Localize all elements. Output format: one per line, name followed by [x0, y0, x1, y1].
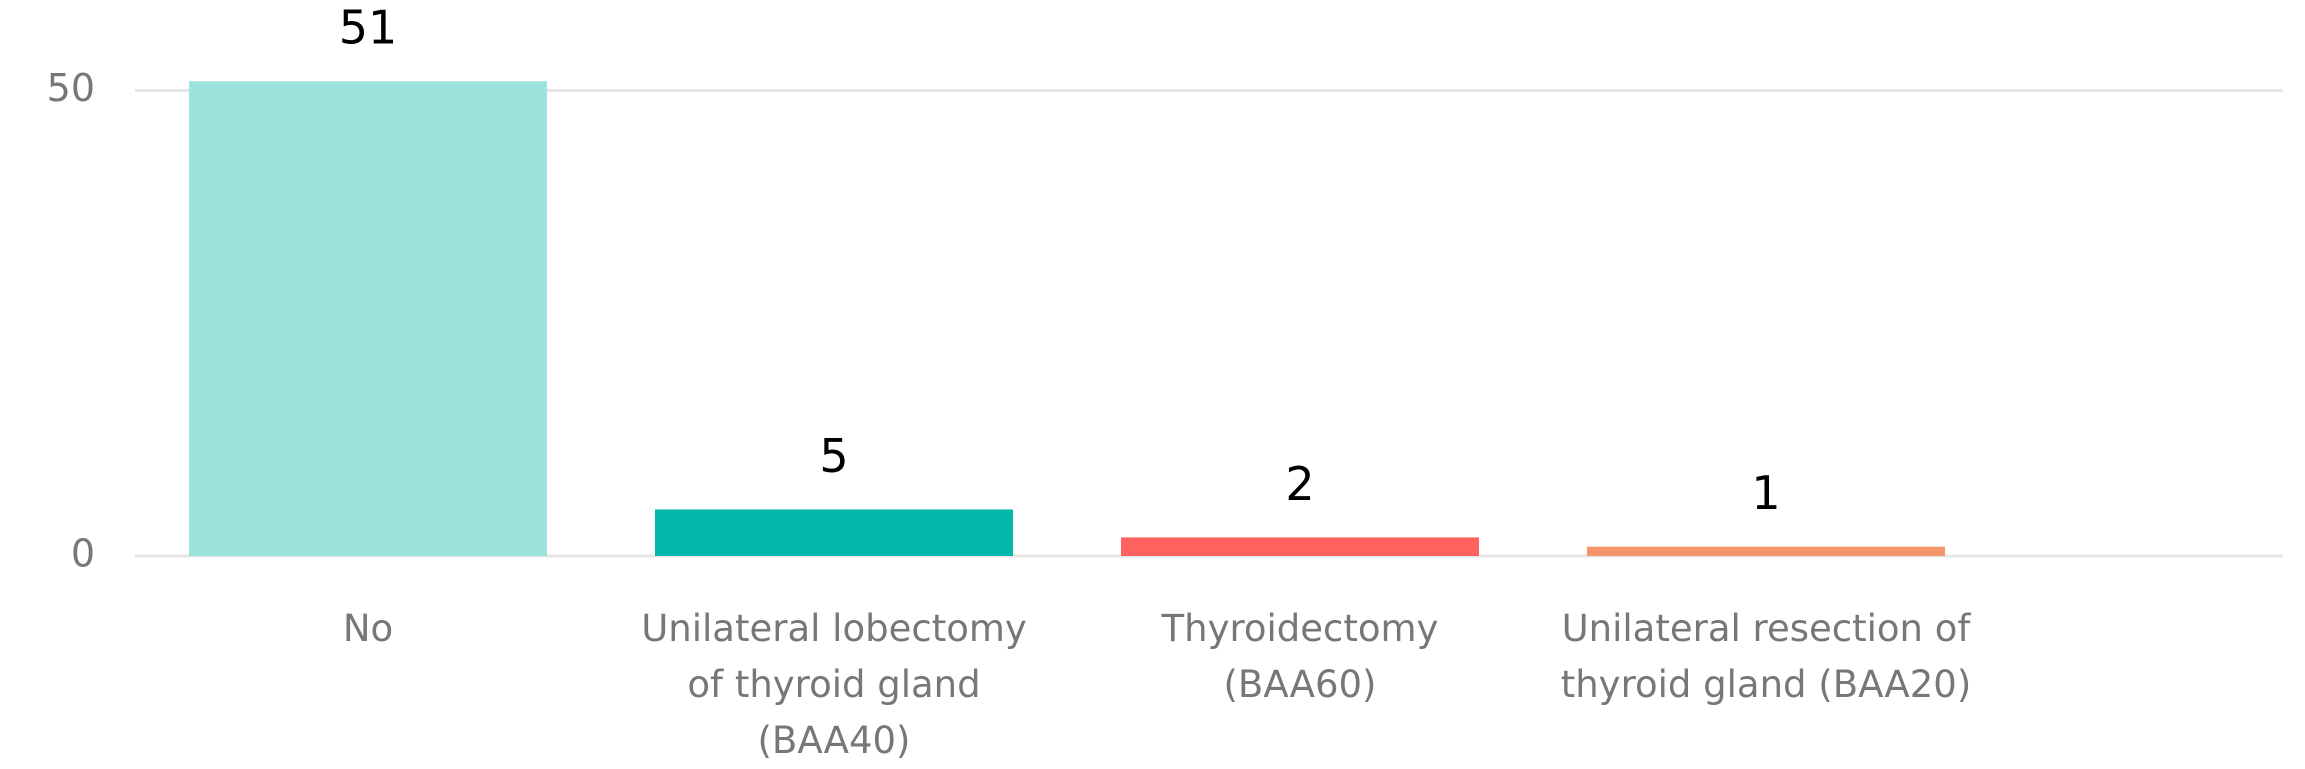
x-tick-label: Thyroidectomy (BAA60): [1161, 607, 1439, 706]
bar: [1121, 537, 1479, 556]
value-label: 2: [1285, 457, 1314, 511]
y-tick-label: 50: [47, 66, 95, 110]
bar: [1587, 546, 1945, 556]
value-label: 1: [1751, 466, 1780, 520]
value-label: 51: [339, 1, 398, 55]
bar: [655, 509, 1013, 556]
x-tick-label: No: [342, 607, 394, 650]
x-tick-label: Unilateral resection of thyroid gland (B…: [1560, 607, 1972, 706]
x-tick-label: Unilateral lobectomy of thyroid gland (B…: [641, 607, 1027, 762]
bar: [189, 81, 547, 557]
value-label: 5: [819, 429, 848, 483]
y-tick-label: 0: [71, 532, 95, 576]
